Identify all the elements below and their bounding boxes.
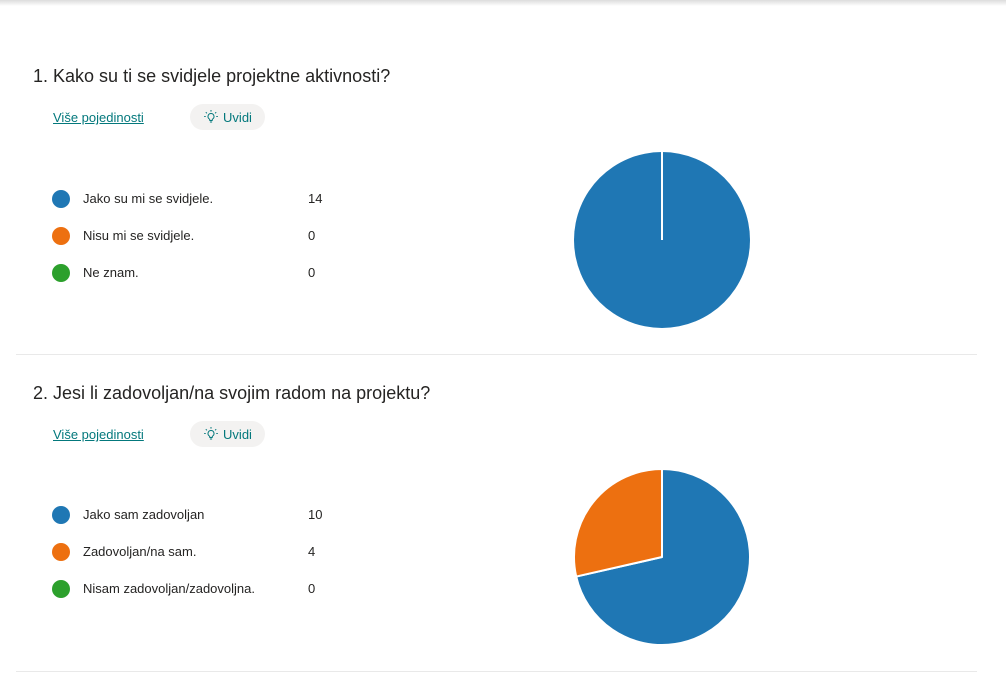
question-card-1: 1. Kako su ti se svidjele projektne akti… [0, 66, 1006, 382]
legend-count: 14 [308, 191, 323, 206]
question-text: Jesi li zadovoljan/na svojim radom na pr… [53, 383, 431, 403]
divider [16, 354, 977, 355]
legend-item: Jako sam zadovoljan 10 [52, 505, 342, 525]
legend-item: Zadovoljan/na sam. 4 [52, 542, 342, 562]
more-details-link[interactable]: Više pojedinosti [53, 427, 144, 442]
legend-swatch [52, 580, 70, 598]
insights-label: Uvidi [223, 109, 252, 125]
question-title: 2. Jesi li zadovoljan/na svojim radom na… [33, 383, 430, 404]
insights-button[interactable]: Uvidi [190, 421, 265, 447]
question-number: 1. [33, 66, 49, 86]
legend-label: Jako su mi se svidjele. [83, 191, 214, 206]
legend-swatch [52, 264, 70, 282]
pie-chart [574, 152, 750, 328]
legend-label: Nisu mi se svidjele. [83, 228, 195, 243]
question-number: 2. [33, 383, 49, 403]
more-details-link[interactable]: Više pojedinosti [53, 110, 144, 125]
insights-button[interactable]: Uvidi [190, 104, 265, 130]
legend-item: Ne znam. 0 [52, 263, 342, 283]
legend-item: Jako su mi se svidjele. 14 [52, 189, 342, 209]
question-text: Kako su ti se svidjele projektne aktivno… [53, 66, 391, 86]
lightbulb-icon [204, 427, 218, 440]
legend-label: Ne znam. [83, 265, 139, 280]
legend-label: Jako sam zadovoljan [83, 507, 205, 522]
question-card-2: 2. Jesi li zadovoljan/na svojim radom na… [0, 383, 1006, 699]
legend-count: 0 [308, 265, 316, 280]
legend-item: Nisu mi se svidjele. 0 [52, 226, 342, 246]
divider [16, 671, 977, 672]
top-shadow [0, 0, 1006, 6]
question-title: 1. Kako su ti se svidjele projektne akti… [33, 66, 390, 87]
lightbulb-icon [204, 110, 218, 123]
legend-swatch [52, 227, 70, 245]
pie-chart [573, 468, 751, 646]
legend-count: 4 [308, 544, 316, 559]
legend-label: Zadovoljan/na sam. [83, 544, 197, 559]
legend-swatch [52, 190, 70, 208]
legend-count: 10 [308, 507, 323, 522]
legend-swatch [52, 506, 70, 524]
legend-count: 0 [308, 228, 316, 243]
legend-label: Nisam zadovoljan/zadovoljna. [83, 581, 255, 596]
legend-swatch [52, 543, 70, 561]
pie-slice[interactable] [573, 468, 663, 578]
pie-slice[interactable] [575, 468, 751, 646]
insights-label: Uvidi [223, 426, 252, 442]
legend-item: Nisam zadovoljan/zadovoljna. 0 [52, 579, 342, 599]
legend-count: 0 [308, 581, 316, 596]
